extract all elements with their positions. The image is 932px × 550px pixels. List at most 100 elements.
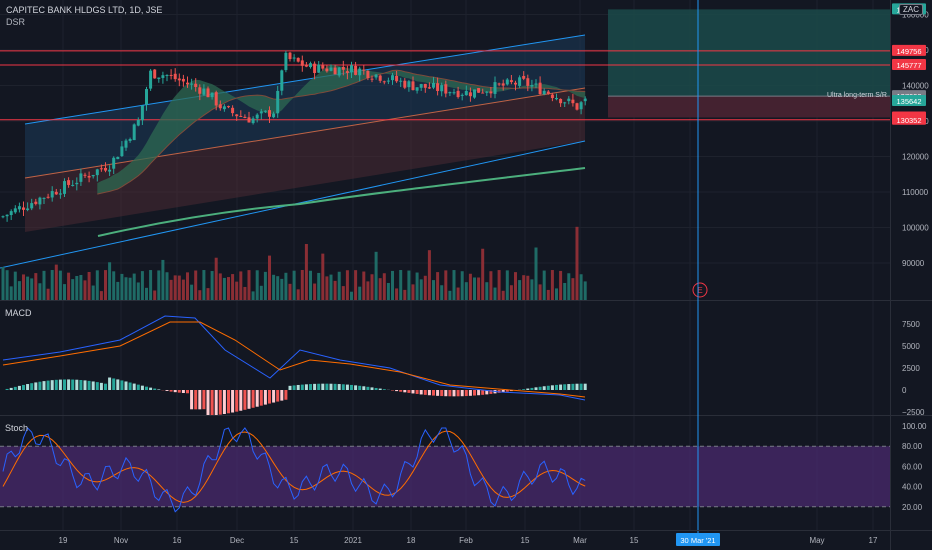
candle-body (9, 211, 13, 216)
stoch-pane[interactable] (0, 427, 890, 513)
macd-histogram-bar (198, 390, 202, 410)
currency-badge[interactable]: ZAC (899, 4, 923, 15)
macd-histogram-bar (276, 390, 280, 402)
candle-body (477, 88, 481, 93)
candle-body (415, 87, 419, 91)
volume-bar (157, 270, 161, 300)
macd-tick-label: 2500 (902, 364, 920, 373)
candle-body (276, 90, 280, 114)
volume-bar (530, 279, 534, 300)
macd-histogram-bar (374, 387, 378, 390)
candle-body (395, 75, 399, 82)
volume-bar (497, 270, 501, 300)
volume-bar (38, 283, 42, 300)
candle-body (468, 92, 472, 97)
crosshair-date-tag (676, 533, 720, 546)
volume-bar (329, 274, 333, 300)
volume-bar (583, 281, 587, 300)
macd-histogram-bar (526, 388, 530, 390)
candle-body (296, 57, 300, 62)
time-tick-label: 18 (407, 536, 416, 545)
candle-body (120, 146, 124, 157)
candle-body (227, 106, 230, 108)
volume-bar (501, 290, 505, 300)
candle-body (268, 110, 271, 117)
event-marker (692, 282, 708, 298)
macd-histogram-bar (34, 382, 38, 390)
volume-bar (514, 272, 517, 300)
candle-body (79, 173, 83, 182)
candle-body (464, 90, 468, 96)
candle-body (272, 113, 276, 118)
volume-bar (362, 271, 366, 300)
volume-bar (112, 271, 116, 300)
price-level-label: 149756 (896, 47, 921, 56)
price-pane[interactable]: E Ultra long-term S/R (0, 9, 890, 300)
volume-bar (128, 277, 132, 300)
macd-histogram-bar (362, 386, 366, 390)
macd-histogram-bar (436, 390, 440, 396)
candle-body (91, 174, 95, 177)
volume-bar (181, 279, 185, 300)
macd-histogram-bar (71, 379, 75, 390)
macd-histogram-bar (272, 390, 276, 403)
time-tick-label: Feb (459, 536, 473, 545)
candle-body (329, 67, 333, 71)
candle-body (407, 81, 411, 88)
candle-body (124, 140, 128, 148)
volume-bar (177, 275, 181, 300)
volume-bar (505, 270, 509, 300)
candle-body (1, 216, 5, 218)
volume-bar (198, 290, 202, 300)
candle-body (505, 79, 509, 85)
macd-histogram-bar (411, 390, 415, 394)
macd-histogram-bar (194, 390, 198, 410)
volume-bar (296, 289, 300, 300)
macd-histogram-bar (350, 384, 353, 390)
macd-histogram-bar (370, 387, 374, 390)
volume-bar (153, 290, 157, 300)
macd-histogram-bar (530, 387, 534, 390)
stoch-tick-label: 60.00 (902, 462, 923, 471)
volume-bar (26, 276, 30, 300)
candle-body (341, 66, 345, 70)
candle-body (218, 104, 222, 109)
macd-histogram-bar (304, 384, 308, 390)
symbol-title[interactable]: CAPITEC BANK HLDGS LTD, 1D, JSE (6, 5, 163, 15)
volume-bar (99, 291, 103, 300)
volume-bar (534, 247, 538, 300)
macd-histogram-bar (202, 390, 206, 410)
volume-bar (493, 287, 497, 300)
volume-bar (116, 281, 120, 300)
volume-bar (280, 278, 284, 300)
macd-histogram-bar (501, 390, 505, 393)
candle-body (304, 64, 308, 67)
macd-histogram-bar (407, 390, 411, 393)
time-tick-label: Mar (573, 536, 587, 545)
macd-histogram-bar (54, 379, 58, 390)
volume-bar (54, 264, 58, 300)
volume-bar (350, 291, 353, 300)
macd-histogram-bar (538, 386, 542, 390)
stoch-tick-label: 80.00 (902, 442, 923, 451)
volume-bar (46, 288, 50, 300)
candle-body (345, 71, 349, 73)
stoch-k-line (2, 427, 586, 513)
candle-body (288, 52, 292, 60)
volume-bar (210, 271, 214, 300)
macd-histogram-bar (382, 389, 386, 390)
candle-body (198, 87, 202, 94)
macd-histogram-bar (378, 388, 382, 390)
candle-body (235, 114, 239, 117)
candle-body (186, 82, 189, 85)
volume-bar (17, 281, 21, 300)
candle-body (456, 90, 460, 98)
macd-histogram-bar (415, 390, 419, 394)
volume-bar (304, 244, 308, 300)
time-tick-label: Dec (230, 536, 244, 545)
volume-bar (341, 286, 345, 300)
macd-histogram-bar (583, 383, 587, 390)
event-marker-label: E (697, 286, 702, 295)
macd-pane[interactable] (2, 315, 587, 416)
